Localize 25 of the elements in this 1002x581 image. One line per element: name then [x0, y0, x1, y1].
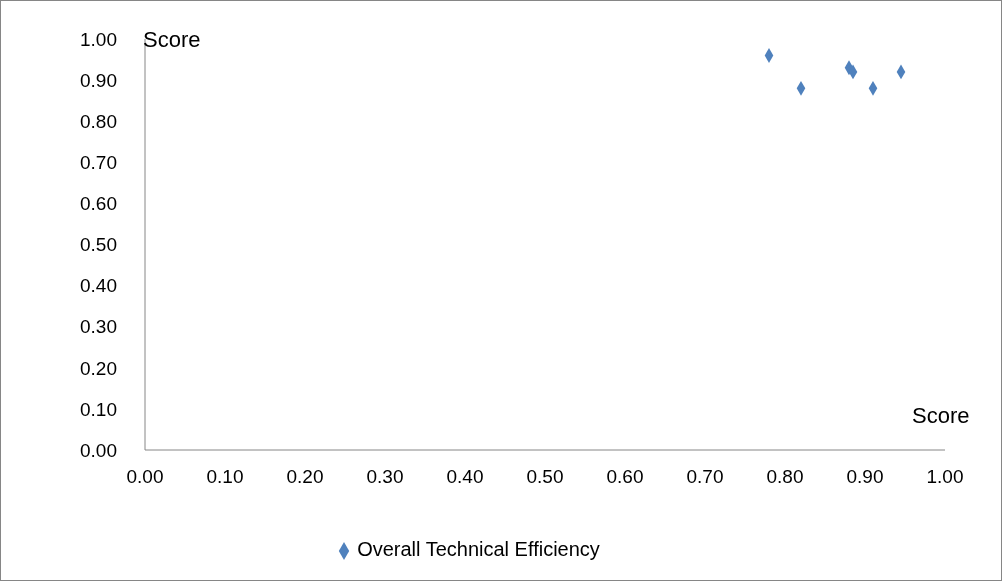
y-tick-label: 0.90: [80, 69, 117, 91]
x-axis-title: Score: [912, 403, 970, 429]
x-tick-label: 0.20: [286, 466, 324, 488]
x-tick-label: 1.00: [926, 466, 964, 488]
y-tick-label: 0.40: [80, 275, 117, 297]
y-tick-label: 0.60: [80, 193, 117, 215]
x-tick-label: 0.00: [126, 466, 164, 488]
y-tick-label: 0.50: [80, 234, 117, 256]
y-tick-label: 0.70: [80, 152, 117, 174]
x-tick-label: 0.80: [766, 466, 804, 488]
y-axis-title: Score: [143, 27, 201, 53]
x-tick-label: 0.60: [606, 466, 644, 488]
y-tick-label: 0.10: [80, 398, 117, 420]
x-tick-label: 0.90: [846, 466, 884, 488]
y-tick-label: 0.00: [80, 439, 117, 461]
y-tick-label: 1.00: [80, 28, 117, 50]
y-tick-label: 0.80: [80, 110, 117, 132]
x-tick-label: 0.70: [686, 466, 724, 488]
x-tick-label: 0.50: [526, 466, 564, 488]
x-tick-label: 0.30: [366, 466, 404, 488]
x-tick-label: 0.40: [446, 466, 484, 488]
y-tick-label: 0.20: [80, 357, 117, 379]
legend-label: Overall Technical Efficiency: [357, 538, 600, 560]
y-tick-label: 0.30: [80, 316, 117, 338]
x-tick-label: 0.10: [206, 466, 244, 488]
